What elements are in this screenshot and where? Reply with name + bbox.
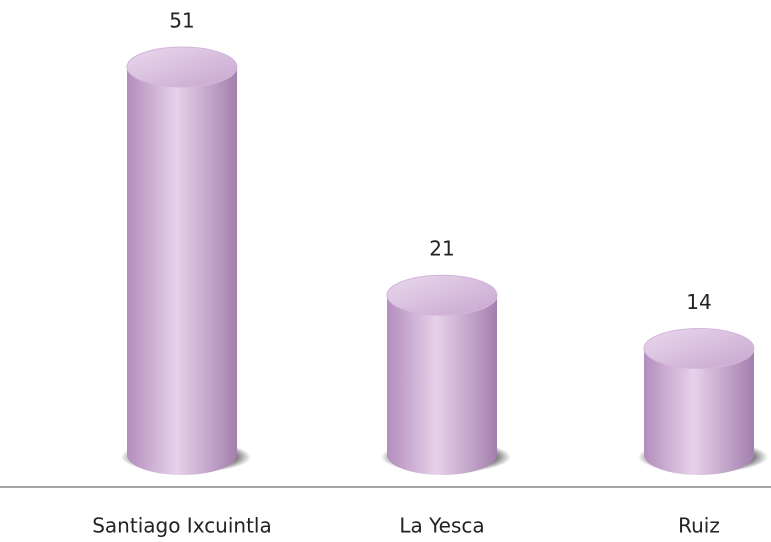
bar	[643, 327, 755, 475]
bar	[386, 274, 498, 475]
bar-top	[643, 327, 755, 369]
bar-top	[386, 274, 498, 316]
bar-body	[644, 348, 754, 475]
value-label: 51	[169, 9, 194, 33]
bar-top	[126, 46, 238, 88]
bar	[126, 46, 238, 475]
x-tick-label: Santiago Ixcuintla	[92, 514, 272, 538]
bar-body	[127, 67, 237, 475]
value-label: 21	[429, 237, 454, 261]
x-tick-label: La Yesca	[399, 514, 484, 538]
x-tick-label: Ruiz	[678, 514, 720, 538]
bar-body	[387, 295, 497, 475]
value-label: 14	[686, 290, 711, 314]
